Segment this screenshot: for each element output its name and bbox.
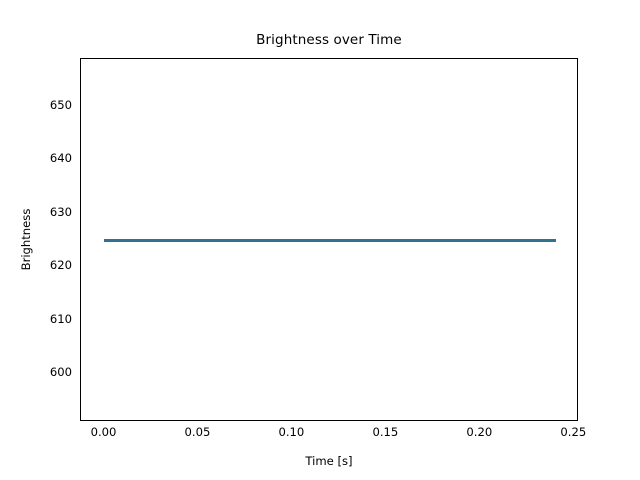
y-axis-label: Brightness — [19, 208, 33, 271]
y-tick — [80, 160, 81, 161]
x-tick — [480, 420, 481, 421]
y-tick-label: 600 — [49, 364, 72, 379]
y-tick — [80, 320, 81, 321]
x-tick-label: 0.10 — [278, 425, 305, 439]
x-tick-label: 0.20 — [466, 425, 493, 439]
y-tick-label: 630 — [49, 204, 72, 219]
y-tick — [80, 213, 81, 214]
y-tick — [80, 373, 81, 374]
x-tick — [198, 420, 199, 421]
y-tick-label: 650 — [49, 98, 72, 113]
x-tick — [104, 420, 105, 421]
x-tick — [574, 420, 575, 421]
x-tick-label: 0.05 — [184, 425, 211, 439]
x-tick — [292, 420, 293, 421]
x-tick-label: 0.25 — [560, 425, 587, 439]
y-tick — [80, 106, 81, 107]
x-tick-label: 0.15 — [372, 425, 399, 439]
brightness-series-line — [104, 239, 556, 242]
x-tick — [386, 420, 387, 421]
y-tick-label: 640 — [49, 151, 72, 166]
chart-title: Brightness over Time — [256, 32, 402, 48]
x-tick-label: 0.00 — [90, 425, 117, 439]
plot-area — [80, 58, 578, 421]
y-tick-label: 620 — [49, 258, 72, 273]
y-tick — [80, 267, 81, 268]
y-tick-label: 610 — [49, 311, 72, 326]
x-axis-label: Time [s] — [305, 454, 353, 468]
